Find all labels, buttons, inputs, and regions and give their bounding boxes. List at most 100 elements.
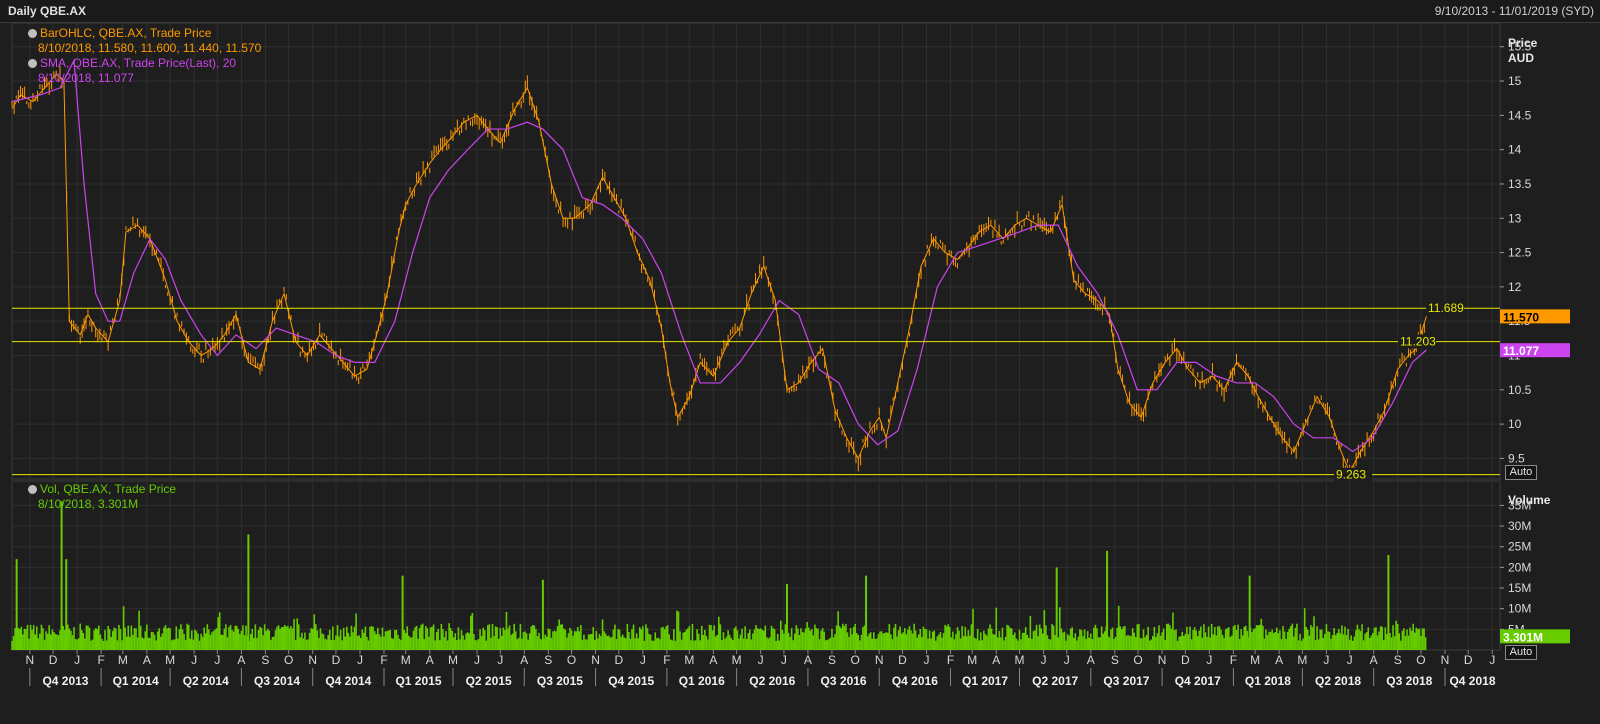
month-label: M: [448, 653, 458, 667]
quarter-label: Q2 2015: [466, 674, 512, 688]
month-label: J: [781, 653, 787, 667]
ohlc-legend[interactable]: BarOHLC, QBE.AX, Trade Price 8/10/2018, …: [28, 26, 261, 56]
month-label: J: [1489, 653, 1495, 667]
quarter-label: Q4 2015: [608, 674, 654, 688]
month-label: J: [924, 653, 930, 667]
month-label: F: [663, 653, 670, 667]
month-label: D: [1464, 653, 1473, 667]
ohlc-legend-icon[interactable]: [28, 29, 37, 38]
level-label: 11.203: [1400, 335, 1436, 349]
month-label: F: [947, 653, 954, 667]
sma-legend-icon[interactable]: [28, 59, 37, 68]
month-label: O: [567, 653, 576, 667]
month-label: N: [308, 653, 317, 667]
month-label: F: [380, 653, 387, 667]
sma-legend[interactable]: SMA, QBE.AX, Trade Price(Last), 20 8/10/…: [28, 56, 236, 86]
month-label: J: [1347, 653, 1353, 667]
quarter-label: Q1 2015: [395, 674, 441, 688]
price-line: [11, 73, 1427, 474]
volume-auto-button[interactable]: Auto: [1505, 645, 1537, 660]
volume-legend-label: Vol, QBE.AX, Trade Price: [40, 482, 177, 496]
price-tick-label: 10.5: [1508, 383, 1532, 397]
volume-legend-icon[interactable]: [28, 485, 37, 494]
price-tick-label: 13: [1508, 211, 1522, 225]
volume-tick-label: 25M: [1508, 540, 1531, 554]
price-series: [11, 58, 1427, 475]
volume-grid: [11, 480, 1501, 651]
price-axis-title: Price: [1508, 36, 1538, 50]
quarter-label: Q3 2016: [821, 674, 867, 688]
quarter-label: Q2 2014: [183, 674, 229, 688]
price-last-tag: 11.570: [1503, 310, 1539, 324]
volume-tick-label: 15M: [1508, 581, 1531, 595]
month-label: D: [49, 653, 58, 667]
month-label: S: [1111, 653, 1119, 667]
price-tick-label: 15: [1508, 74, 1522, 88]
month-label: D: [614, 653, 623, 667]
quarter-label: Q3 2014: [254, 674, 300, 688]
price-auto-button[interactable]: Auto: [1505, 465, 1537, 480]
last-value-tags: 11.570 11.077 3.301M: [1500, 309, 1570, 644]
price-tick-label: 14.5: [1508, 108, 1532, 122]
level-lines: 11.689 11.203 9.263: [12, 301, 1500, 482]
volume-bars: [11, 501, 1427, 650]
quarter-label: Q4 2013: [42, 674, 88, 688]
price-tick-label: 12: [1508, 280, 1522, 294]
month-label: J: [357, 653, 363, 667]
month-label: J: [497, 653, 503, 667]
month-label: A: [1087, 653, 1095, 667]
price-tick-label: 9.5: [1508, 451, 1525, 465]
month-label: M: [732, 653, 742, 667]
volume-tick-label: 20M: [1508, 560, 1531, 574]
quarter-label: Q2 2016: [749, 674, 795, 688]
month-label: A: [992, 653, 1000, 667]
month-label: J: [191, 653, 197, 667]
quarter-label: Q2 2017: [1032, 674, 1078, 688]
month-label: D: [332, 653, 341, 667]
quarter-label: Q2 2018: [1315, 674, 1361, 688]
month-label: J: [1323, 653, 1329, 667]
quarter-label: Q4 2014: [325, 674, 371, 688]
volume-tick-label: 10M: [1508, 602, 1531, 616]
month-label: D: [1181, 653, 1190, 667]
price-tick-label: 12.5: [1508, 246, 1532, 260]
month-label: M: [1250, 653, 1260, 667]
volume-legend-values: 8/10/2018, 3.301M: [38, 497, 139, 511]
month-label: S: [828, 653, 836, 667]
month-label: M: [1015, 653, 1025, 667]
month-label: A: [1370, 653, 1378, 667]
quarter-label: Q4 2017: [1175, 674, 1221, 688]
volume-last-tag: 3.301M: [1503, 630, 1543, 644]
month-label: F: [1230, 653, 1237, 667]
price-tick-label: 10: [1508, 417, 1522, 431]
month-label: O: [851, 653, 860, 667]
price-tick-label: 14: [1508, 143, 1522, 157]
month-label: F: [97, 653, 104, 667]
volume-legend[interactable]: Vol, QBE.AX, Trade Price 8/10/2018, 3.30…: [28, 482, 176, 512]
volume-axis-title: Volume: [1508, 493, 1551, 507]
quarter-label: Q3 2015: [537, 674, 583, 688]
chart-canvas[interactable]: Price AUD 9.51010.51111.51212.51313.5141…: [0, 23, 1600, 724]
quarter-label: Q4 2016: [892, 674, 938, 688]
volume-tick-label: 30M: [1508, 519, 1531, 533]
price-panel-border: [11, 23, 1501, 480]
price-tick-label: 15.5: [1508, 40, 1532, 54]
level-label: 9.263: [1336, 468, 1366, 482]
quarter-label: Q1 2017: [962, 674, 1008, 688]
price-tick-label: 13.5: [1508, 177, 1532, 191]
month-label: A: [1275, 653, 1283, 667]
price-last-tag-bg: [1500, 309, 1570, 324]
quarter-label: Q3 2017: [1103, 674, 1149, 688]
month-label: A: [520, 653, 528, 667]
month-label: S: [261, 653, 269, 667]
month-label: J: [1041, 653, 1047, 667]
month-label: N: [875, 653, 884, 667]
level-label-bg: [1426, 301, 1464, 316]
month-label: N: [1158, 653, 1167, 667]
month-label: M: [1297, 653, 1307, 667]
price-grid: [11, 23, 1501, 480]
month-label: N: [25, 653, 34, 667]
month-label: J: [1206, 653, 1212, 667]
